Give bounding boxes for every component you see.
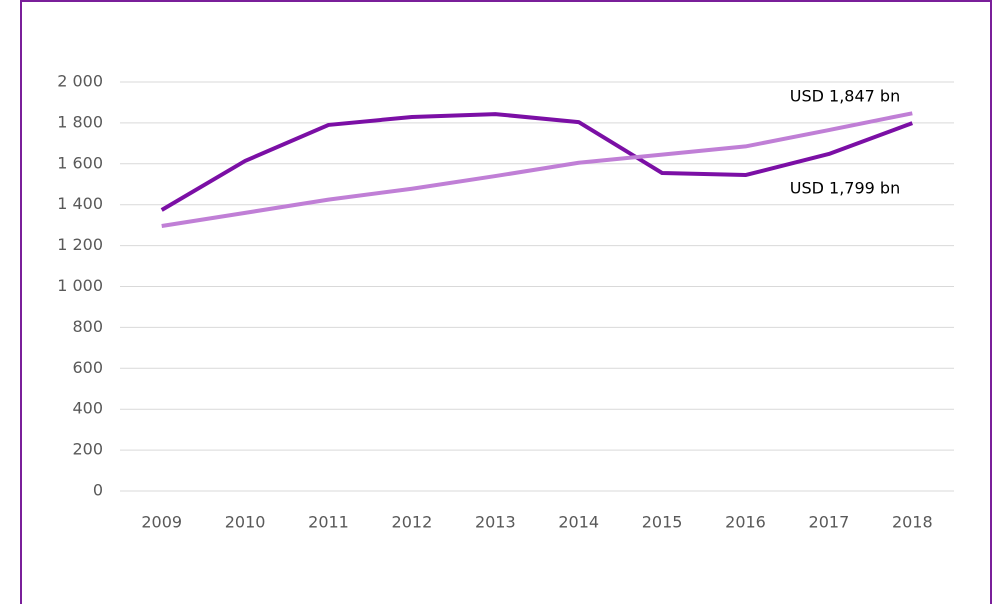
y-tick-label: 1 200 [57, 235, 103, 254]
y-tick-label: 1 600 [57, 153, 103, 172]
y-tick-label: 2 000 [57, 72, 103, 91]
x-tick-label: 2012 [392, 513, 433, 532]
frame [20, 0, 992, 604]
series-line [160, 112, 913, 212]
y-tick-label: 600 [72, 358, 103, 377]
y-tick-label: 800 [72, 317, 103, 336]
annotation: USD 1,799 bn [790, 179, 900, 198]
x-tick-label: 2015 [642, 513, 683, 532]
x-tick-label: 2016 [725, 513, 766, 532]
y-tick-label: 1 000 [57, 276, 103, 295]
x-tick-label: 2010 [225, 513, 266, 532]
x-tick-label: 2018 [892, 513, 933, 532]
x-tick-label: 2013 [475, 513, 516, 532]
y-tick-label: 1 800 [57, 112, 103, 131]
x-tick-label: 2017 [809, 513, 850, 532]
annotation: USD 1,847 bn [790, 87, 900, 106]
x-tick-label: 2011 [308, 513, 349, 532]
y-tick-label: 200 [72, 440, 103, 459]
series-line [161, 111, 913, 228]
x-tick-label: 2014 [558, 513, 599, 532]
x-tick-label: 2009 [141, 513, 182, 532]
y-tick-label: 1 400 [57, 194, 103, 213]
y-tick-label: 400 [72, 399, 103, 418]
y-tick-label: 0 [93, 481, 103, 500]
